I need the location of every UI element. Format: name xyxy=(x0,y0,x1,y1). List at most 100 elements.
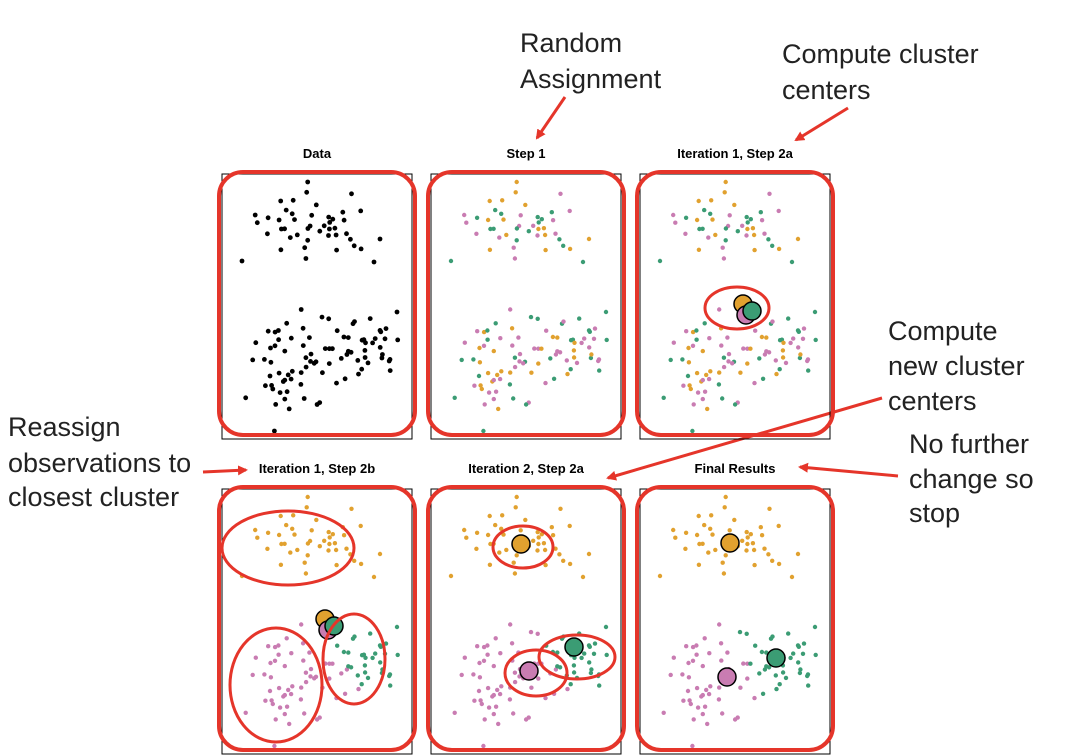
data-point xyxy=(307,335,312,340)
data-point xyxy=(517,351,523,357)
data-point xyxy=(735,229,740,234)
data-point xyxy=(694,370,700,376)
data-point xyxy=(277,705,283,710)
data-point xyxy=(370,340,375,346)
data-point xyxy=(284,522,289,528)
data-point xyxy=(716,697,722,702)
data-point xyxy=(485,337,490,342)
data-point xyxy=(332,225,338,231)
data-point xyxy=(789,259,795,265)
data-point xyxy=(700,711,705,717)
data-point xyxy=(528,314,534,320)
data-point xyxy=(512,364,518,370)
data-point xyxy=(738,370,743,375)
data-point xyxy=(332,541,338,546)
data-point xyxy=(572,340,577,345)
data-point xyxy=(326,361,332,366)
data-point xyxy=(683,215,689,220)
data-point xyxy=(481,743,486,749)
data-point xyxy=(363,655,368,660)
data-point xyxy=(740,538,745,543)
data-point xyxy=(330,216,336,222)
data-point xyxy=(705,406,710,412)
data-point xyxy=(759,218,765,223)
data-point xyxy=(334,247,339,253)
data-point xyxy=(732,717,738,722)
panel-title: Iteration 1, Step 2a xyxy=(677,146,793,161)
data-point xyxy=(289,211,295,217)
data-point xyxy=(694,532,700,538)
data-point xyxy=(286,406,292,412)
data-point xyxy=(721,256,727,261)
data-point xyxy=(499,684,504,689)
data-point xyxy=(334,380,339,386)
data-point xyxy=(732,202,737,208)
data-point xyxy=(680,672,685,677)
data-point xyxy=(491,377,496,383)
data-point xyxy=(588,670,594,676)
data-point xyxy=(685,373,691,379)
data-point xyxy=(377,236,383,242)
data-point xyxy=(719,658,724,663)
data-point xyxy=(327,676,332,681)
data-point xyxy=(709,513,714,518)
data-point xyxy=(696,513,701,519)
data-point xyxy=(738,685,743,690)
data-point xyxy=(462,527,467,533)
data-point xyxy=(327,535,332,540)
data-point xyxy=(276,652,281,657)
data-point xyxy=(571,348,577,353)
data-point xyxy=(744,631,749,636)
cluster-center-orange xyxy=(511,534,531,554)
data-point xyxy=(462,340,467,345)
data-point xyxy=(531,223,536,228)
data-point xyxy=(526,229,531,234)
data-point xyxy=(796,345,801,350)
data-point xyxy=(265,530,271,535)
data-point xyxy=(760,691,766,696)
arrow-reassign xyxy=(202,465,248,476)
arrow-no-change xyxy=(798,462,899,478)
data-point xyxy=(485,370,491,376)
data-point xyxy=(777,367,782,372)
data-point xyxy=(702,207,707,213)
data-point xyxy=(702,321,707,326)
data-point xyxy=(788,655,793,661)
data-point xyxy=(282,396,288,402)
panel-title: Iteration 1, Step 2b xyxy=(259,461,375,476)
data-point xyxy=(289,651,294,656)
data-point xyxy=(511,245,516,250)
data-point xyxy=(592,326,598,331)
data-point xyxy=(305,553,310,558)
data-point xyxy=(359,366,365,372)
data-point xyxy=(759,334,765,340)
data-point xyxy=(270,701,275,707)
data-point xyxy=(272,658,278,663)
data-point xyxy=(464,535,469,540)
data-point xyxy=(477,345,482,351)
data-point xyxy=(542,232,548,238)
data-point xyxy=(478,698,483,703)
data-point xyxy=(462,655,467,660)
data-point xyxy=(752,380,757,386)
data-point xyxy=(352,319,357,324)
data-point xyxy=(313,202,319,208)
data-point xyxy=(795,643,801,648)
data-point xyxy=(555,335,560,340)
data-point xyxy=(767,191,772,196)
data-point xyxy=(713,232,718,238)
data-point xyxy=(303,679,309,685)
highlight-ellipse xyxy=(220,509,356,587)
data-point xyxy=(783,675,789,681)
data-point xyxy=(252,212,258,218)
data-point xyxy=(300,343,306,348)
data-point xyxy=(702,704,708,709)
data-point xyxy=(596,358,601,364)
data-point xyxy=(253,340,259,346)
data-point xyxy=(791,336,796,341)
data-point xyxy=(282,663,287,669)
data-point xyxy=(344,231,349,237)
data-point xyxy=(471,357,476,362)
data-point xyxy=(700,348,705,354)
data-point xyxy=(686,660,691,666)
